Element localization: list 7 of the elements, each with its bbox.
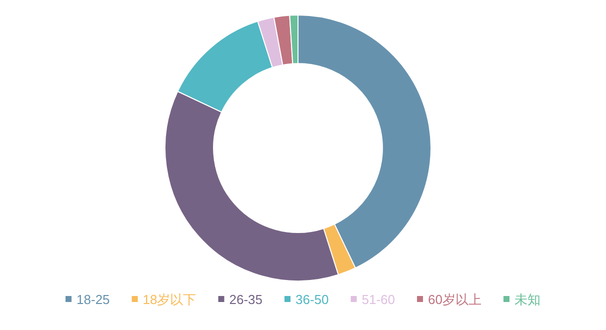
legend-label: 36-50 [296, 292, 329, 307]
legend-label: 18岁以下 [142, 292, 196, 307]
legend-label: 51-60 [362, 292, 395, 307]
legend-label: 未知 [514, 292, 540, 307]
legend-label: 60岁以上 [428, 292, 482, 307]
legend-label: 26-35 [229, 292, 262, 307]
legend-label: 18-25 [76, 292, 110, 307]
